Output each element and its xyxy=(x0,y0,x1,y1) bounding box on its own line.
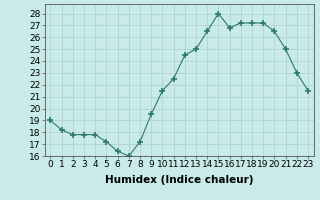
X-axis label: Humidex (Indice chaleur): Humidex (Indice chaleur) xyxy=(105,175,253,185)
